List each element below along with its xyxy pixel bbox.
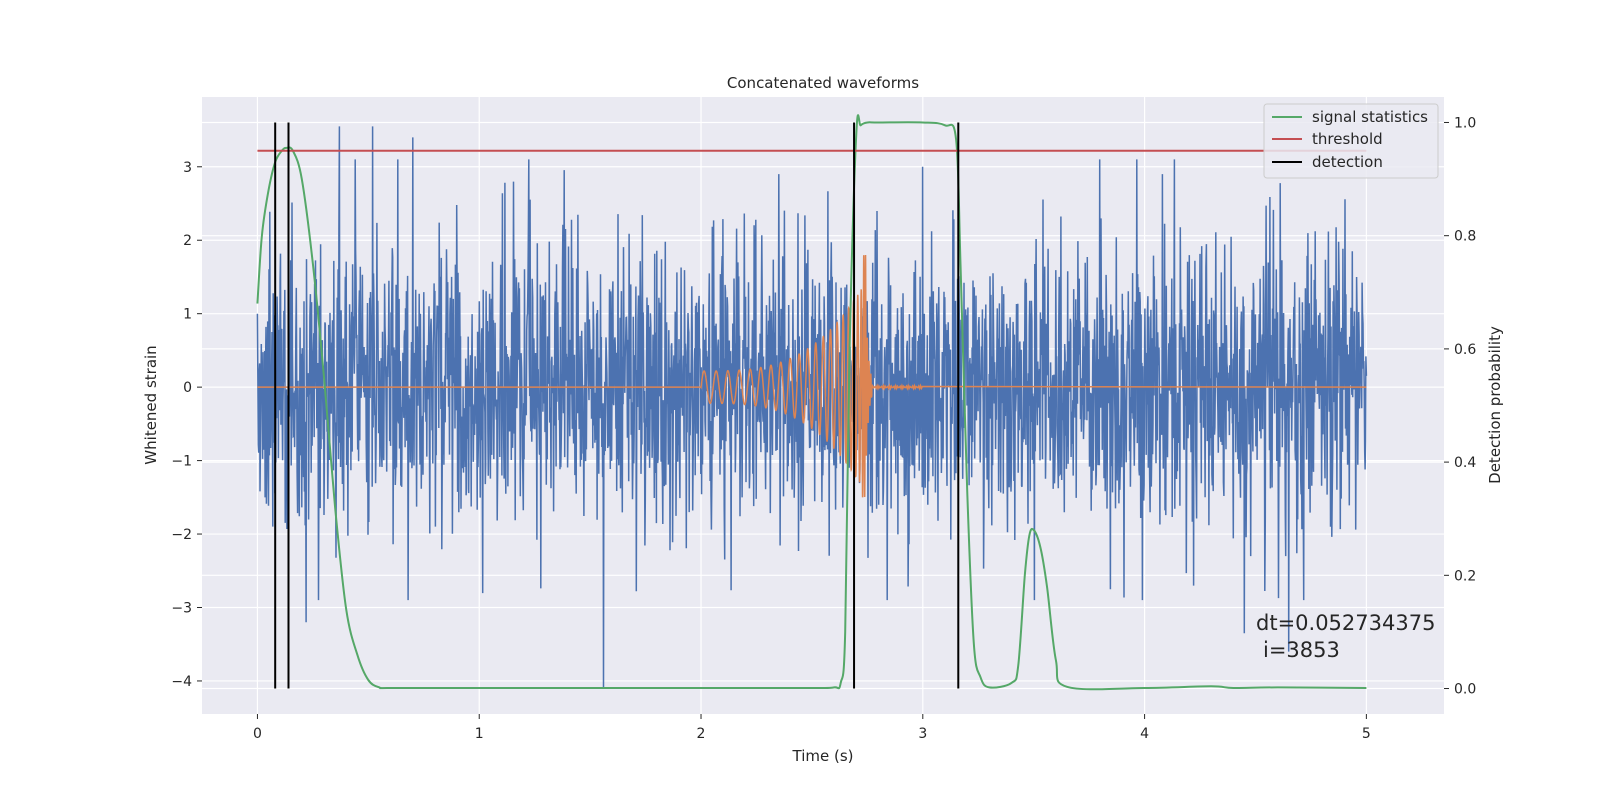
x-tick-label: 0 xyxy=(253,726,262,742)
annotation-dt: dt=0.052734375 xyxy=(1256,611,1435,635)
strain-series xyxy=(256,126,1368,689)
y-tick-label: −1 xyxy=(171,454,192,470)
y-tick-label: 3 xyxy=(183,160,192,176)
y-tick-label: 2 xyxy=(183,233,192,249)
chirp-line xyxy=(257,254,1367,498)
detection-lines xyxy=(274,122,960,689)
legend-box xyxy=(1263,103,1439,179)
x-tick-label: 2 xyxy=(697,726,706,742)
y2-tick-label: 0.4 xyxy=(1454,455,1476,471)
x-axis-label: Time (s) xyxy=(792,747,854,765)
y-tick-label: 0 xyxy=(183,380,192,396)
x-tick-label: 4 xyxy=(1140,726,1149,742)
grid-lines xyxy=(202,97,1444,714)
legend-label-signal: signal statistics xyxy=(1312,108,1428,126)
y-axis-left: −4 −3 −2 −1 0 1 2 3 xyxy=(171,160,202,690)
y2-axis-label: Detection probability xyxy=(1486,326,1504,484)
x-tick-label: 1 xyxy=(475,726,484,742)
y2-tick-label: 0.0 xyxy=(1454,682,1476,698)
x-axis: 0 1 2 3 4 5 xyxy=(253,714,1371,742)
y-tick-label: −4 xyxy=(171,674,192,690)
y-tick-label: −2 xyxy=(171,527,192,543)
y-axis-right: 0.0 0.2 0.4 0.6 0.8 1.0 xyxy=(1444,115,1476,698)
y2-tick-label: 0.2 xyxy=(1454,568,1476,584)
strain-line xyxy=(256,126,1368,689)
y-tick-label: −3 xyxy=(171,600,192,616)
signal-statistics-line xyxy=(256,114,1367,691)
y-tick-label: 1 xyxy=(183,307,192,323)
signal-statistics-series xyxy=(256,114,1367,691)
annotation-i: i=3853 xyxy=(1263,638,1340,662)
legend: signal statistics threshold detection xyxy=(1263,103,1439,179)
chirp-series xyxy=(257,254,1367,498)
y2-tick-label: 1.0 xyxy=(1454,115,1476,131)
y-axis-label: Whitened strain xyxy=(142,345,160,464)
x-tick-label: 5 xyxy=(1362,726,1371,742)
chart-title: Concatenated waveforms xyxy=(727,74,919,92)
legend-label-threshold: threshold xyxy=(1312,130,1383,148)
y2-tick-label: 0.6 xyxy=(1454,342,1476,358)
y2-tick-label: 0.8 xyxy=(1454,229,1476,245)
x-tick-label: 3 xyxy=(918,726,927,742)
legend-label-detection: detection xyxy=(1312,153,1383,171)
